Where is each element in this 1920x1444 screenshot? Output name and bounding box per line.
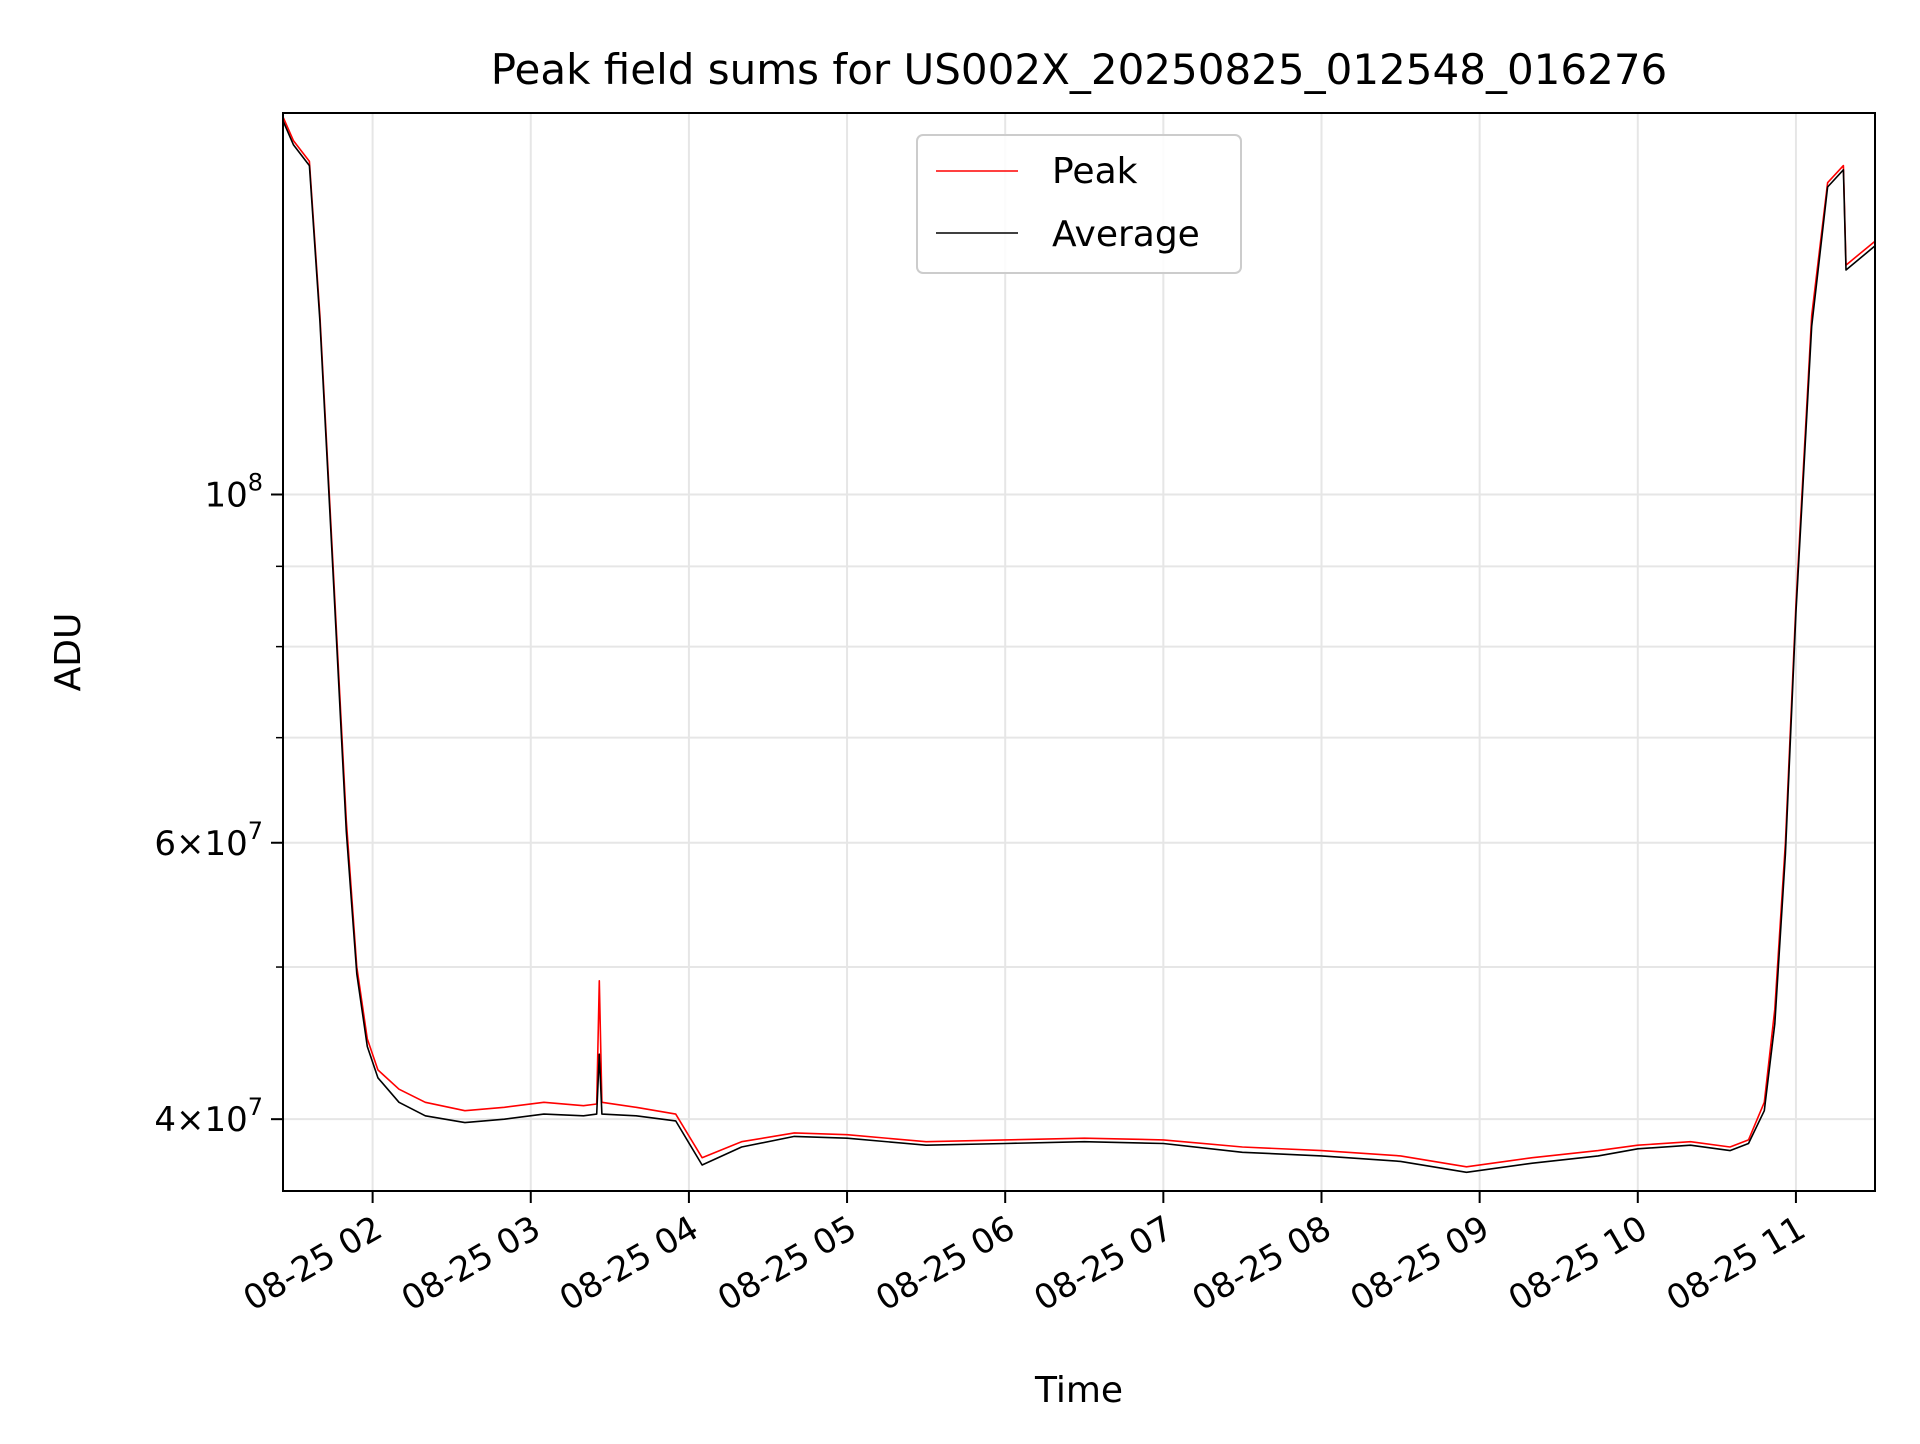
legend-box bbox=[916, 134, 1242, 274]
legend-label-peak: Peak bbox=[1052, 151, 1138, 192]
y-tick-label: 4×107 bbox=[154, 1093, 263, 1140]
series-layer bbox=[282, 116, 1876, 1174]
series-line-average bbox=[282, 120, 1876, 1174]
plot-frame bbox=[282, 112, 1876, 1192]
legend: Peak Average bbox=[916, 134, 1242, 274]
series-line-peak bbox=[282, 116, 1876, 1168]
chart-title: Peak field sums for US002X_20250825_0125… bbox=[491, 45, 1668, 94]
grid-layer bbox=[283, 113, 1875, 1191]
y-tick-label: 6×107 bbox=[154, 817, 263, 864]
x-axis-label: Time bbox=[1034, 1370, 1123, 1411]
y-axis-label: ADU bbox=[48, 613, 89, 692]
legend-label-average: Average bbox=[1052, 214, 1200, 255]
